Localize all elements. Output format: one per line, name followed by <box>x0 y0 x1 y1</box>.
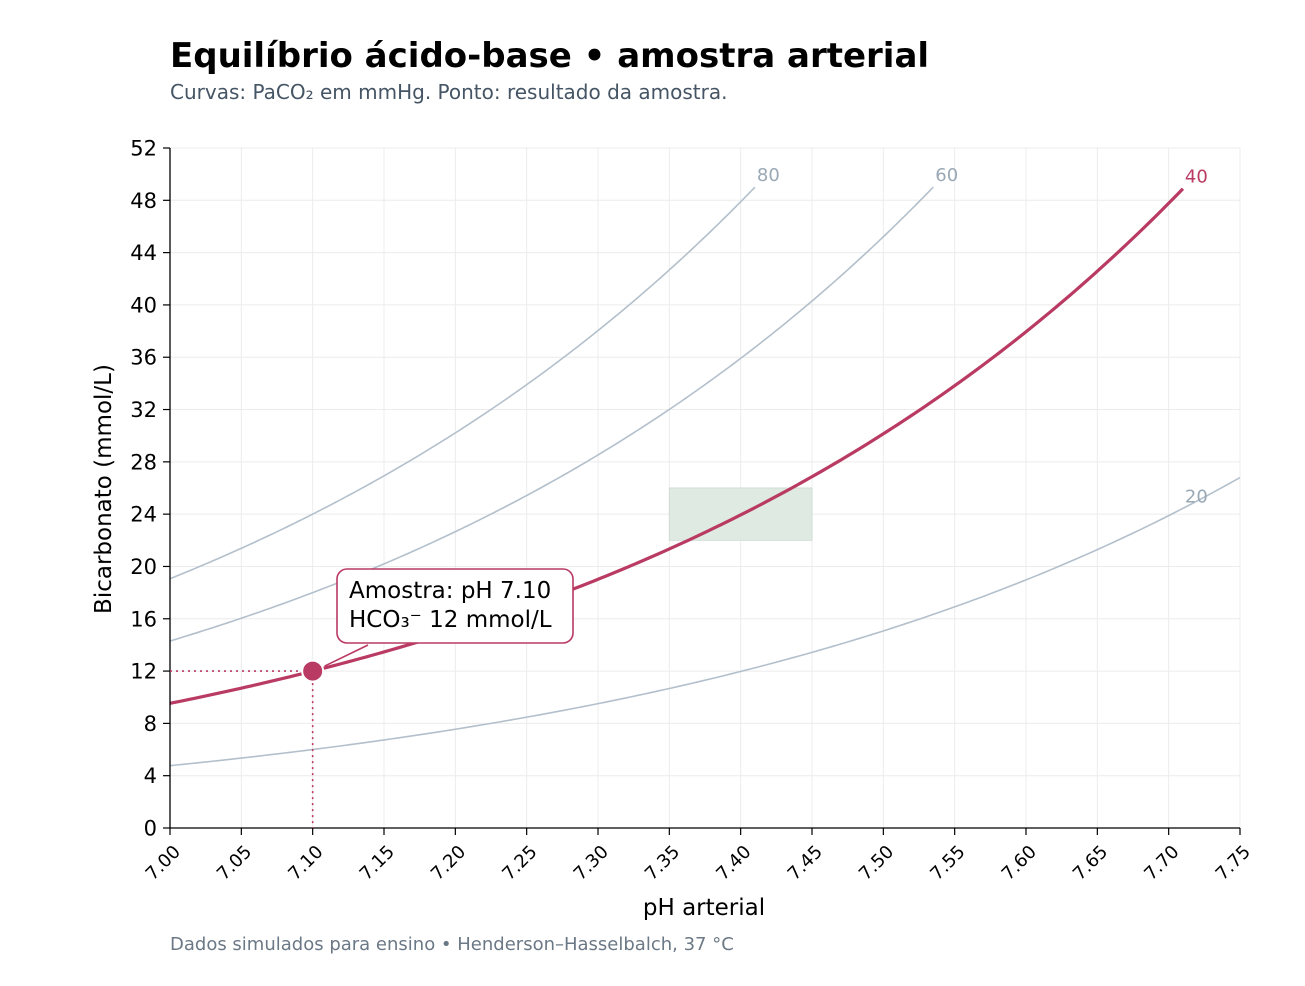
y-tick-label: 40 <box>130 293 157 317</box>
x-tick-label: 7.60 <box>998 842 1041 885</box>
x-tick-label: 7.40 <box>712 842 755 885</box>
x-tick-label: 7.15 <box>356 842 399 885</box>
x-tick-label: 7.55 <box>926 842 969 885</box>
isopleth-40-curve <box>169 187 1185 705</box>
y-tick-label: 44 <box>130 241 157 265</box>
y-tick-label: 12 <box>130 660 157 684</box>
y-tick-label: 24 <box>130 503 157 527</box>
chart-subtitle: Curvas: PaCO₂ em mmHg. Ponto: resultado … <box>170 80 728 104</box>
isopleth-60-curve <box>169 186 934 642</box>
y-axis-label: Bicarbonato (mmol/L) <box>91 364 117 614</box>
x-tick-label: 7.25 <box>498 842 541 885</box>
annotation-pointer <box>324 644 369 667</box>
y-tick-label: 20 <box>130 555 157 579</box>
isopleth-80-label: 80 <box>757 165 780 186</box>
y-tick-label: 48 <box>130 189 157 213</box>
y-tick-label: 8 <box>144 712 157 736</box>
axes <box>169 148 1240 829</box>
annotation-line-1: Amostra: pH 7.10 <box>349 578 551 604</box>
sample-annotation: Amostra: pH 7.10 HCO₃⁻ 12 mmol/L <box>336 568 574 644</box>
x-tick-label: 7.00 <box>142 842 185 885</box>
sample-point <box>301 659 325 683</box>
x-tick-label: 7.70 <box>1140 842 1183 885</box>
annotation-box <box>336 568 574 644</box>
sample-layer <box>170 644 369 828</box>
y-tick-label: 4 <box>144 764 157 788</box>
y-tick-label: 32 <box>130 398 157 422</box>
y-tick-label: 0 <box>144 817 157 841</box>
y-tick-label: 16 <box>130 607 157 631</box>
y-tick-label: 28 <box>130 450 157 474</box>
x-tick-label: 7.50 <box>855 842 898 885</box>
chart-title: Equilíbrio ácido-base • amostra arterial <box>170 36 930 76</box>
isopleth-20-label: 20 <box>1185 486 1208 507</box>
y-tick-label: 52 <box>130 137 157 161</box>
x-tick-label: 7.20 <box>427 842 470 885</box>
isopleth-curves: 80 60 40 20 <box>169 165 1241 767</box>
x-tick-label: 7.75 <box>1212 842 1255 885</box>
x-axis-ticks: 7.00 7.05 7.10 7.15 7.20 7.25 7.30 7.35 7.40 7.45… <box>142 828 1255 885</box>
x-tick-label: 7.45 <box>784 842 827 885</box>
x-tick-label: 7.05 <box>213 842 256 885</box>
annotation-line-2: HCO₃⁻ 12 mmol/L <box>349 607 552 633</box>
x-tick-label: 7.65 <box>1069 842 1112 885</box>
x-tick-label: 7.10 <box>284 842 327 885</box>
chart-footer: Dados simulados para ensino • Henderson–… <box>170 934 734 955</box>
isopleth-20-curve <box>169 476 1241 767</box>
isopleth-40-label: 40 <box>1185 167 1208 188</box>
isopleth-80-curve <box>169 186 756 580</box>
y-tick-label: 36 <box>130 346 157 370</box>
x-tick-label: 7.35 <box>641 842 684 885</box>
isopleth-60-label: 60 <box>935 165 958 186</box>
x-tick-label: 7.30 <box>570 842 613 885</box>
x-axis-label: pH arterial <box>643 895 765 921</box>
